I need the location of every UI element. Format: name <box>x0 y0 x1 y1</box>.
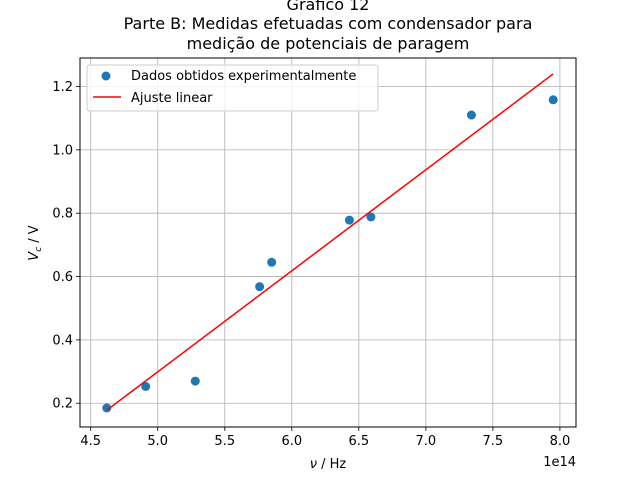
x-tick-label: 7.5 <box>483 434 504 449</box>
data-point <box>267 257 277 267</box>
plot-frame <box>79 57 577 428</box>
y-tick-label: 1.2 <box>52 80 73 95</box>
plot-series <box>102 73 558 413</box>
legend-label-line: Ajuste linear <box>131 91 213 106</box>
x-axis-label: ν / Hz <box>310 457 347 472</box>
legend-marker-scatter <box>101 71 111 81</box>
data-point <box>102 403 112 413</box>
data-point <box>366 212 376 222</box>
y-axis-label: Vc / V <box>27 225 44 261</box>
x-tick-label: 7.0 <box>416 434 437 449</box>
data-point <box>190 376 200 386</box>
chart-title-line-3: medição de potenciais de paragem <box>187 34 470 53</box>
chart-title-line-2: Parte B: Medidas efetuadas com condensad… <box>124 14 533 33</box>
x-tick-label: 5.0 <box>147 434 168 449</box>
y-tick-label: 0.4 <box>52 333 73 348</box>
y-tick-label: 1.0 <box>52 143 73 158</box>
x-tick-label: 8.0 <box>550 434 571 449</box>
legend: Dados obtidos experimentalmente Ajuste l… <box>86 64 379 112</box>
y-tick-label: 0.6 <box>52 270 73 285</box>
legend-label-scatter: Dados obtidos experimentalmente <box>131 69 356 84</box>
axis-ticks: 4.5 5.0 5.5 6.0 6.5 7.0 7.5 8.0 0.2 0.4 0.6 0.8 1.0 1… <box>52 80 570 449</box>
y-tick-label: 0.8 <box>52 207 73 222</box>
data-point <box>548 95 558 105</box>
data-point <box>466 110 476 120</box>
fit-line <box>106 73 554 411</box>
x-tick-label: 4.5 <box>80 434 101 449</box>
chart-title-line-1: Gráfico 12 <box>287 0 370 14</box>
data-point <box>344 215 354 225</box>
x-tick-label: 6.0 <box>281 434 302 449</box>
data-point <box>255 282 265 292</box>
legend-box <box>86 64 379 112</box>
y-tick-label: 0.2 <box>52 397 73 412</box>
x-tick-label: 6.5 <box>348 434 369 449</box>
x-offset-label: 1e14 <box>543 455 576 470</box>
x-tick-label: 5.5 <box>214 434 235 449</box>
data-point <box>141 381 151 391</box>
